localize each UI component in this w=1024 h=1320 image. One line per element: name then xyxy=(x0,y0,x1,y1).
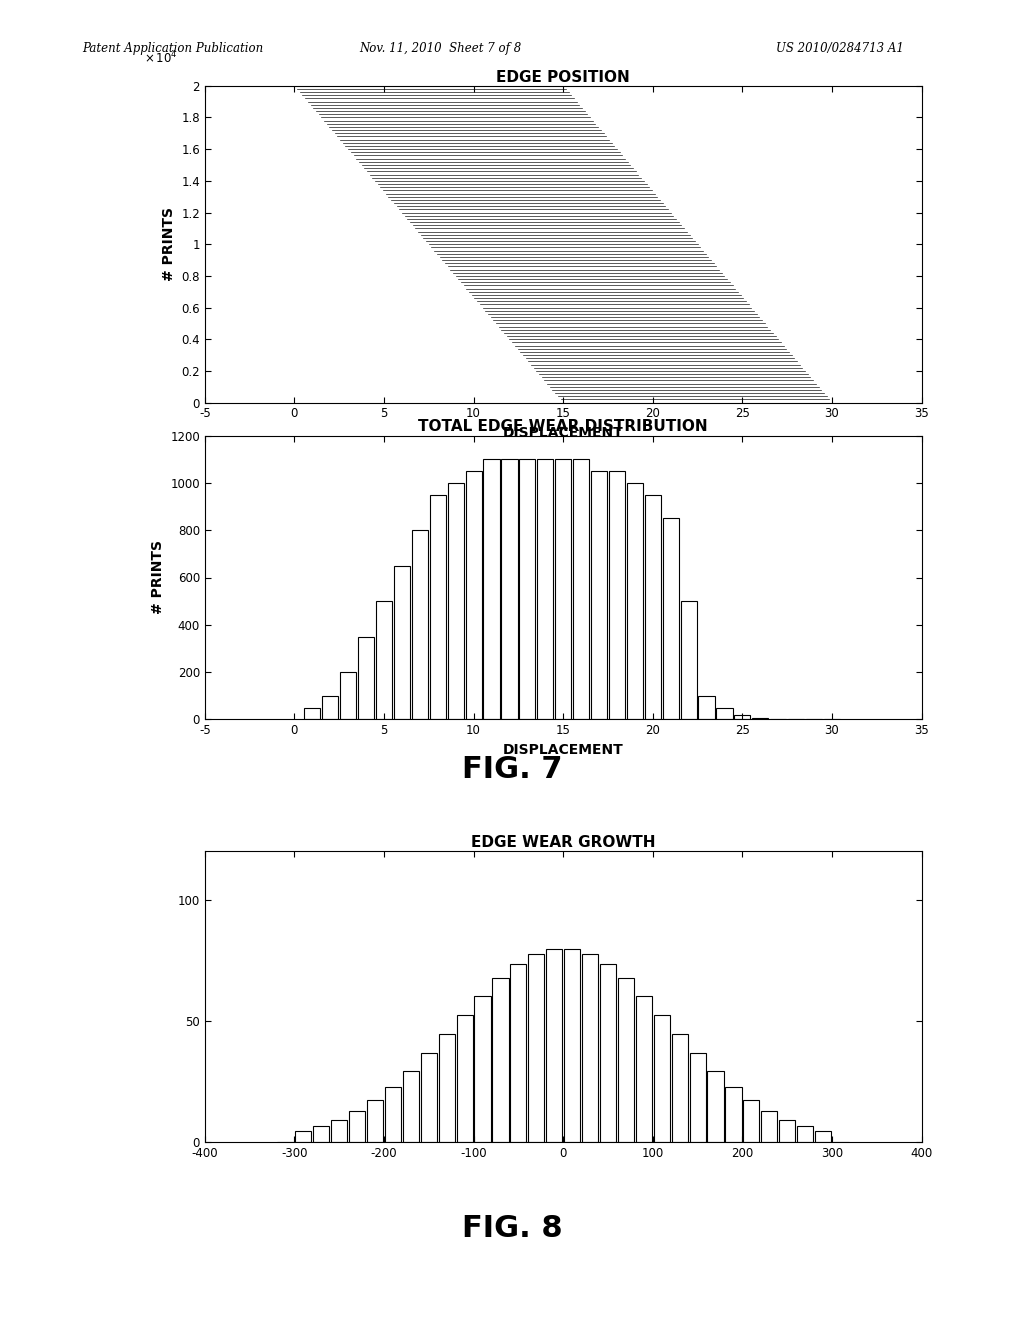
Text: FIG. 7: FIG. 7 xyxy=(462,755,562,784)
Title: TOTAL EDGE WEAR DISTRIBUTION: TOTAL EDGE WEAR DISTRIBUTION xyxy=(419,420,708,434)
Bar xyxy=(438,1034,455,1142)
Y-axis label: # PRINTS: # PRINTS xyxy=(151,540,165,615)
Text: US 2010/0284713 A1: US 2010/0284713 A1 xyxy=(776,42,903,55)
Bar xyxy=(546,949,562,1142)
Bar xyxy=(376,601,392,719)
Bar xyxy=(538,459,553,719)
Bar xyxy=(295,1131,311,1142)
Bar xyxy=(349,1111,366,1142)
Text: FIG. 8: FIG. 8 xyxy=(462,1214,562,1243)
Bar xyxy=(331,1119,347,1142)
Bar xyxy=(313,1126,330,1142)
Text: $\times\,10^4$: $\times\,10^4$ xyxy=(143,50,177,67)
Bar xyxy=(510,965,526,1142)
Bar xyxy=(483,459,500,719)
Bar xyxy=(797,1126,813,1142)
Bar xyxy=(653,1015,670,1142)
Bar xyxy=(600,965,616,1142)
Bar xyxy=(493,978,509,1142)
Bar xyxy=(555,459,571,719)
Bar xyxy=(304,708,321,719)
Bar xyxy=(385,1086,401,1142)
Bar xyxy=(717,708,732,719)
Bar xyxy=(743,1100,760,1142)
Bar xyxy=(340,672,356,719)
Bar xyxy=(528,954,545,1142)
Bar xyxy=(734,714,751,719)
Bar xyxy=(689,1053,706,1142)
Bar xyxy=(447,483,464,719)
Bar xyxy=(367,1100,383,1142)
Text: Nov. 11, 2010  Sheet 7 of 8: Nov. 11, 2010 Sheet 7 of 8 xyxy=(359,42,521,55)
Bar xyxy=(358,636,374,719)
Bar xyxy=(466,471,481,719)
Bar xyxy=(627,483,643,719)
Bar xyxy=(323,696,338,719)
X-axis label: DISPLACEMENT: DISPLACEMENT xyxy=(503,743,624,756)
Bar xyxy=(663,519,679,719)
Text: Patent Application Publication: Patent Application Publication xyxy=(82,42,263,55)
Title: EDGE WEAR GROWTH: EDGE WEAR GROWTH xyxy=(471,836,655,850)
Bar xyxy=(617,978,634,1142)
Bar xyxy=(761,1111,777,1142)
Bar xyxy=(394,566,410,719)
Bar xyxy=(725,1086,741,1142)
Bar xyxy=(708,1071,724,1142)
Title: EDGE POSITION: EDGE POSITION xyxy=(497,70,630,84)
Bar xyxy=(672,1034,688,1142)
Bar xyxy=(815,1131,831,1142)
Bar xyxy=(645,495,660,719)
Bar xyxy=(609,471,625,719)
Bar xyxy=(681,601,696,719)
Bar xyxy=(698,696,715,719)
Bar xyxy=(582,954,598,1142)
Bar xyxy=(402,1071,419,1142)
Bar xyxy=(519,459,536,719)
Bar xyxy=(564,949,581,1142)
X-axis label: DISPLACEMENT: DISPLACEMENT xyxy=(503,426,624,440)
Bar xyxy=(502,459,517,719)
Bar xyxy=(591,471,607,719)
Bar xyxy=(779,1119,796,1142)
Bar xyxy=(457,1015,473,1142)
Bar xyxy=(421,1053,437,1142)
Y-axis label: # PRINTS: # PRINTS xyxy=(162,207,176,281)
Bar xyxy=(474,995,490,1142)
Bar xyxy=(412,531,428,719)
Bar xyxy=(430,495,445,719)
Bar xyxy=(573,459,589,719)
Bar xyxy=(636,995,652,1142)
